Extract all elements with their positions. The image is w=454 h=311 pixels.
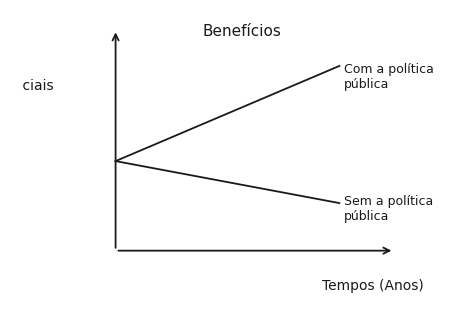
Text: Com a política
pública: Com a política pública	[344, 63, 434, 91]
Text: ociais: ociais	[14, 78, 54, 93]
Text: Sem a política
pública: Sem a política pública	[344, 195, 433, 223]
Text: Tempos (Anos): Tempos (Anos)	[322, 279, 424, 293]
Text: Benefícios: Benefícios	[203, 24, 281, 39]
